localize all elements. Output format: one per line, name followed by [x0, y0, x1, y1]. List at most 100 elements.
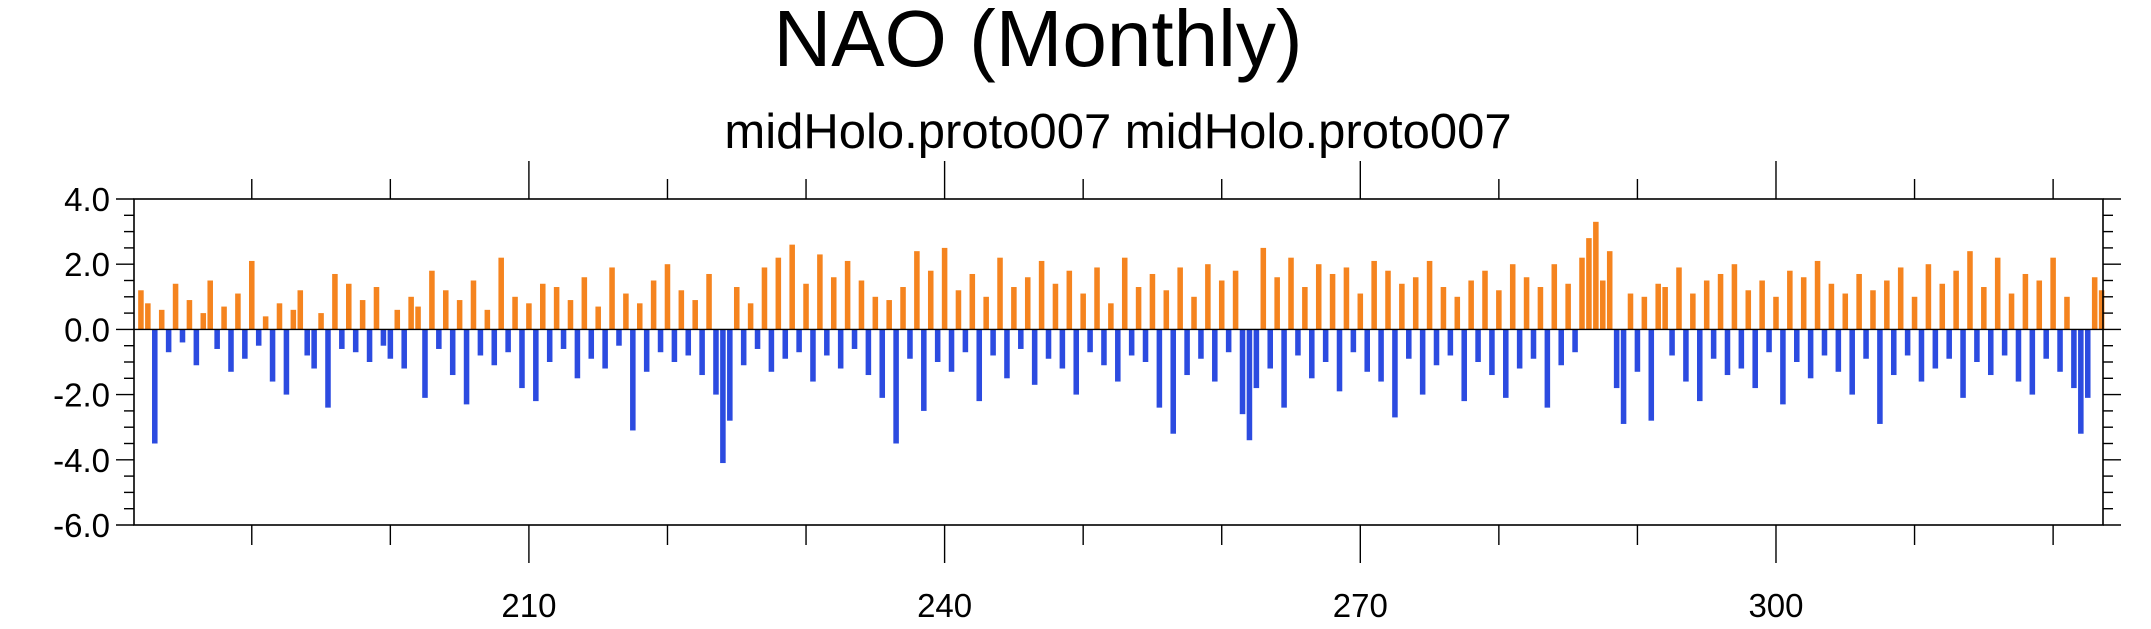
bar: [235, 293, 241, 330]
bar: [907, 329, 913, 359]
y-tick-label: 2.0: [64, 246, 110, 283]
bar: [990, 329, 996, 356]
bar: [602, 329, 608, 369]
bar: [1856, 273, 1862, 330]
bar: [1676, 267, 1682, 330]
bar: [1794, 329, 1800, 362]
bar: [1412, 277, 1419, 330]
bar: [276, 303, 283, 330]
bar: [1385, 270, 1391, 330]
bar: [1378, 329, 1384, 382]
bar: [1052, 283, 1059, 330]
bar: [408, 296, 414, 330]
bar: [1315, 264, 1322, 330]
bar: [588, 329, 595, 359]
bar: [1336, 329, 1343, 392]
bar: [803, 283, 809, 330]
bar: [1987, 329, 1994, 376]
bar: [914, 251, 920, 330]
bar: [290, 309, 297, 330]
bar: [581, 277, 588, 330]
bar: [221, 306, 227, 330]
bar: [1322, 329, 1329, 362]
bar: [1655, 283, 1661, 330]
bar: [179, 329, 186, 343]
x-tick-label: 300: [1748, 587, 1803, 624]
bar: [463, 329, 470, 405]
bar: [1232, 270, 1239, 330]
bar: [325, 329, 331, 408]
bar: [1683, 329, 1689, 382]
bar: [2050, 257, 2056, 330]
bar: [997, 257, 1003, 330]
chart-subtitle: midHolo.proto007 midHolo.proto007: [724, 105, 1511, 159]
bar: [900, 287, 906, 330]
bar: [740, 329, 747, 366]
bar: [858, 280, 865, 330]
bar: [1004, 329, 1010, 379]
bar: [449, 329, 456, 376]
bar: [1939, 283, 1946, 330]
bar: [1135, 287, 1142, 330]
bar: [1509, 264, 1516, 330]
bar: [2022, 273, 2029, 330]
bar: [851, 329, 858, 349]
bar: [1981, 287, 1987, 330]
bar: [269, 329, 276, 382]
bar: [1066, 270, 1073, 330]
bar: [1703, 280, 1710, 330]
bar: [1690, 293, 1696, 330]
y-tick-label: 4.0: [64, 181, 110, 218]
bar: [865, 329, 872, 376]
bar: [1572, 329, 1578, 353]
bar: [706, 273, 712, 330]
bar: [1800, 277, 1807, 330]
bar: [2057, 329, 2063, 372]
bar: [1669, 329, 1675, 356]
bar: [1558, 329, 1564, 366]
bar: [152, 329, 158, 444]
bar: [1974, 329, 1980, 362]
bar: [1863, 329, 1869, 359]
bar: [893, 329, 899, 444]
bar: [643, 329, 650, 372]
bar: [1731, 264, 1738, 330]
bar: [1184, 329, 1190, 376]
bar: [1634, 329, 1641, 372]
bar: [768, 329, 775, 372]
bar: [2078, 329, 2084, 434]
bar: [1606, 251, 1613, 330]
bar: [1461, 329, 1467, 402]
x-tick-label: 210: [501, 587, 556, 624]
bars: [138, 221, 2105, 464]
bar: [844, 260, 851, 330]
bar: [2084, 329, 2091, 398]
bar: [1115, 329, 1121, 382]
bar: [193, 329, 200, 366]
bar: [1620, 329, 1627, 424]
bar: [747, 303, 754, 330]
bar: [1059, 329, 1066, 369]
bar: [1911, 296, 1918, 330]
bar: [810, 329, 816, 382]
bar: [650, 280, 657, 330]
bar: [1925, 264, 1932, 330]
bar: [1835, 329, 1842, 372]
bar: [1149, 273, 1156, 330]
bar: [713, 329, 719, 395]
bar: [1350, 329, 1357, 353]
bar: [1586, 238, 1592, 330]
bar: [332, 273, 338, 330]
bar: [1205, 264, 1211, 330]
bar: [255, 329, 262, 346]
bar: [1641, 296, 1648, 330]
bar: [678, 290, 685, 330]
y-tick-label: -4.0: [53, 442, 110, 479]
bar: [1468, 280, 1474, 330]
bar: [782, 329, 789, 359]
bar: [401, 329, 407, 369]
bar: [1503, 329, 1509, 398]
bar: [955, 290, 962, 330]
bar: [817, 254, 823, 330]
bar: [2008, 293, 2015, 330]
